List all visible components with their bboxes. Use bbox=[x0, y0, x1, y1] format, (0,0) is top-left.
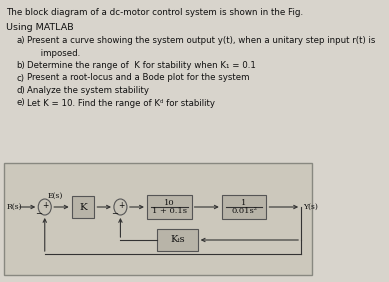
Text: Present a curve showing the system output y(t), when a unitary step input r(t) i: Present a curve showing the system outpu… bbox=[27, 36, 375, 45]
Text: imposed.: imposed. bbox=[27, 49, 80, 58]
Text: 10: 10 bbox=[164, 199, 175, 207]
Text: −: − bbox=[35, 210, 42, 219]
Text: 0.01s²: 0.01s² bbox=[231, 207, 257, 215]
Text: c): c) bbox=[16, 74, 24, 83]
FancyBboxPatch shape bbox=[222, 195, 266, 219]
Text: Kₜs: Kₜs bbox=[170, 235, 185, 244]
Text: Y(s): Y(s) bbox=[303, 203, 317, 211]
Text: −: − bbox=[111, 210, 118, 219]
Text: +: + bbox=[42, 202, 49, 210]
Text: b): b) bbox=[16, 61, 25, 70]
Text: +: + bbox=[118, 202, 124, 210]
Text: a): a) bbox=[16, 36, 25, 45]
Text: R(s): R(s) bbox=[7, 203, 22, 211]
Text: Using MATLAB: Using MATLAB bbox=[6, 23, 73, 32]
Text: K: K bbox=[79, 202, 87, 212]
Circle shape bbox=[114, 199, 127, 215]
Text: 1 + 0.1s: 1 + 0.1s bbox=[152, 207, 187, 215]
Text: E(s): E(s) bbox=[48, 192, 63, 200]
Text: Present a root-locus and a Bode plot for the system: Present a root-locus and a Bode plot for… bbox=[27, 74, 249, 83]
Text: d): d) bbox=[16, 86, 25, 95]
Text: 1: 1 bbox=[242, 199, 247, 207]
Text: The block diagram of a dc-motor control system is shown in the Fig.: The block diagram of a dc-motor control … bbox=[6, 8, 303, 17]
FancyBboxPatch shape bbox=[157, 229, 198, 251]
Circle shape bbox=[38, 199, 51, 215]
Text: e): e) bbox=[16, 98, 25, 107]
Text: Determine the range of  K for stability when K₁ = 0.1: Determine the range of K for stability w… bbox=[27, 61, 256, 70]
FancyBboxPatch shape bbox=[4, 163, 312, 275]
Text: Analyze the system stability: Analyze the system stability bbox=[27, 86, 149, 95]
Text: Let K = 10. Find the range of Kᵈ for stability: Let K = 10. Find the range of Kᵈ for sta… bbox=[27, 98, 215, 107]
FancyBboxPatch shape bbox=[147, 195, 192, 219]
FancyBboxPatch shape bbox=[72, 196, 95, 218]
